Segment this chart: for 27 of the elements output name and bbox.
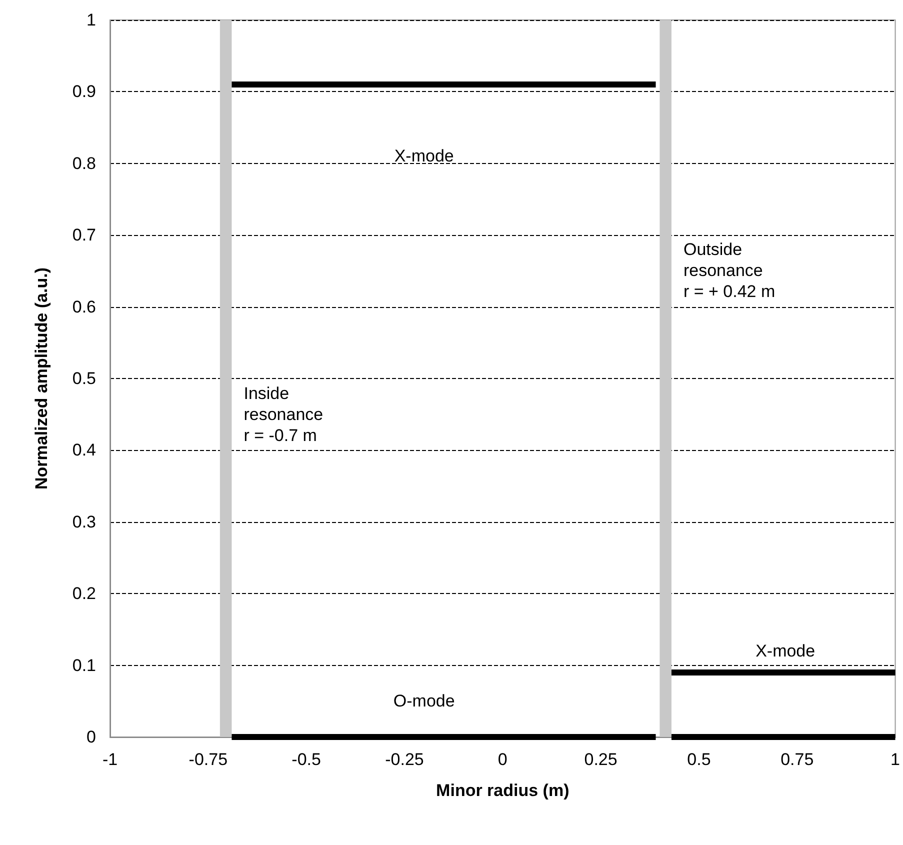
x-tick-label: 1 <box>890 750 900 769</box>
x-tick-label: -0.5 <box>292 750 321 769</box>
y-tick-label: 0.1 <box>72 656 96 675</box>
y-tick-label: 0.2 <box>72 584 96 604</box>
y-tick-label: 1 <box>86 10 96 30</box>
x-tick-label: -1 <box>102 750 118 769</box>
y-axis-title: Normalized amplitude (a.u.) <box>32 268 51 490</box>
y-tick-label: 0.5 <box>72 369 96 388</box>
x-tick-label: 0.75 <box>780 750 814 769</box>
annotation: X-mode <box>394 146 454 166</box>
x-tick-label: 0.25 <box>584 750 618 769</box>
x-axis-title: Minor radius (m) <box>436 781 570 800</box>
y-tick-label: 0.7 <box>72 226 96 245</box>
y-tick-label: 0.9 <box>72 82 96 102</box>
x-tick-label: 0.5 <box>687 750 711 769</box>
y-tick-label: 0.4 <box>72 440 96 460</box>
y-tick-label: 0.6 <box>72 297 96 316</box>
y-tick-label: 0.3 <box>72 512 96 532</box>
x-tick-label: 0 <box>498 750 508 769</box>
band-label: Outside resonance r = + 0.42 m <box>683 240 776 301</box>
band-label: Inside resonance r = -0.7 m <box>244 384 324 445</box>
x-tick-label: -0.75 <box>188 750 228 769</box>
x-tick-label: -0.25 <box>385 750 424 769</box>
y-tick-label: 0.8 <box>72 154 96 173</box>
annotation: O-mode <box>393 692 455 711</box>
annotation: X-mode <box>756 641 816 660</box>
y-tick-label: 0 <box>86 728 96 746</box>
